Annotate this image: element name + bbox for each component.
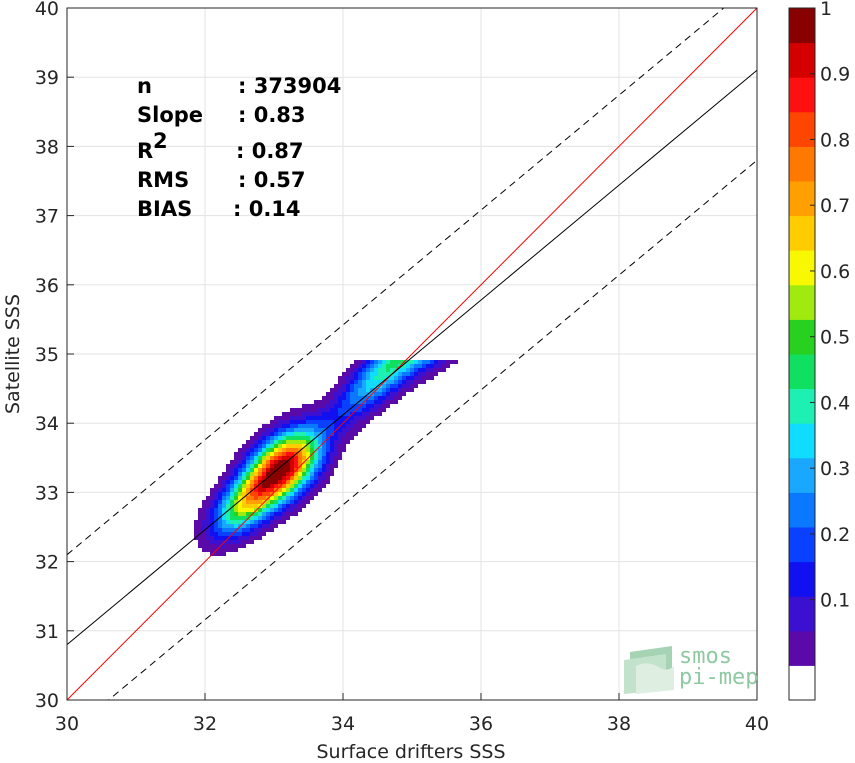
identity-line xyxy=(67,8,757,700)
colorbar-tick-label: 0.5 xyxy=(820,327,850,349)
colorbar-tick-label: 0.8 xyxy=(820,129,850,151)
stat-value: : 0.14 xyxy=(233,197,301,221)
colorbar-swatch xyxy=(789,181,815,217)
colorbar-swatch xyxy=(789,527,815,563)
stat-label: RMS xyxy=(137,168,189,192)
logo-line2: pi-mep xyxy=(679,665,758,690)
contour-fill xyxy=(262,460,290,488)
colorbar-swatch xyxy=(789,423,815,459)
stat-value: : 0.87 xyxy=(236,139,304,163)
regression-lines xyxy=(67,8,757,700)
colorbar-swatch xyxy=(789,284,815,320)
colorbar-swatch xyxy=(789,8,815,44)
x-tick-label: 40 xyxy=(745,713,769,735)
y-tick-label: 34 xyxy=(35,413,59,435)
lower-bound-line xyxy=(107,159,757,700)
logo-line1: smos xyxy=(679,644,732,669)
x-axis-label: Surface drifters SSS xyxy=(317,741,506,763)
stat-label: BIAS xyxy=(137,197,192,221)
colorbar-tick-label: 0.9 xyxy=(820,64,850,86)
colorbar-swatch xyxy=(789,146,815,182)
stat-value: : 0.57 xyxy=(238,168,306,192)
y-tick-label: 32 xyxy=(35,552,59,574)
y-tick-label: 37 xyxy=(35,206,59,228)
colorbar-tick-label: 0.3 xyxy=(820,458,850,480)
smos-pi-mep-logo: smos pi-mep xyxy=(624,644,758,694)
statistics-box: n : 373904 Slope : 0.83 R 2 : 0.87 RMS : 0.57 BIA… xyxy=(137,74,341,221)
stat-superscript: 2 xyxy=(153,129,168,153)
colorbar-swatch xyxy=(789,250,815,286)
y-tick-label: 31 xyxy=(35,621,59,643)
x-tick-label: 36 xyxy=(469,713,493,735)
y-tick-label: 39 xyxy=(35,67,59,89)
y-axis-ticks: 30 31 32 33 34 35 36 37 38 39 40 xyxy=(35,0,74,712)
colorbar-swatch xyxy=(789,492,815,528)
x-axis-ticks: 30 32 34 36 38 40 xyxy=(55,693,769,735)
colorbar-swatch xyxy=(789,42,815,78)
x-tick-label: 30 xyxy=(55,713,79,735)
colorbar-swatch xyxy=(789,388,815,424)
y-tick-label: 33 xyxy=(35,482,59,504)
y-axis-label: Satellite SSS xyxy=(2,294,24,414)
stat-value: : 0.83 xyxy=(238,103,306,127)
y-tick-label: 40 xyxy=(35,0,59,20)
colorbar-swatch xyxy=(789,215,815,251)
y-tick-label: 30 xyxy=(35,690,59,712)
colorbar-swatch xyxy=(789,665,815,701)
y-tick-label: 38 xyxy=(35,136,59,158)
colorbar-tick-label: 0.1 xyxy=(820,590,850,612)
colorbar-swatch xyxy=(789,457,815,493)
colorbar-tick-label: 1 xyxy=(820,0,832,20)
y-tick-label: 35 xyxy=(35,344,59,366)
logo-wave-icon xyxy=(624,646,674,694)
colorbar-tick-label: 0.4 xyxy=(820,392,850,414)
colorbar-swatch xyxy=(789,630,815,666)
colorbar-tick-label: 0.6 xyxy=(820,261,850,283)
y-tick-label: 36 xyxy=(35,275,59,297)
stat-label: n xyxy=(137,74,152,98)
colorbar-swatch xyxy=(789,561,815,597)
colorbar-swatch xyxy=(789,111,815,147)
colorbar-swatch xyxy=(789,77,815,113)
colorbar: 0.1 0.2 0.3 0.4 0.5 0.6 0.7 0.8 0.9 1 xyxy=(788,0,850,701)
x-tick-label: 38 xyxy=(607,713,631,735)
x-tick-label: 32 xyxy=(193,713,217,735)
colorbar-tick-label: 0.2 xyxy=(820,524,850,546)
stat-label: Slope xyxy=(137,103,203,127)
x-tick-label: 34 xyxy=(331,713,355,735)
colorbar-tick-label: 0.7 xyxy=(820,195,850,217)
grid xyxy=(67,8,757,700)
stat-label: R xyxy=(137,139,153,163)
colorbar-swatch xyxy=(789,354,815,390)
upper-bound-line xyxy=(67,8,725,556)
colorbar-frame xyxy=(788,7,816,701)
contour-level-19 xyxy=(262,460,290,488)
fit-line xyxy=(67,69,757,646)
stat-value: : 373904 xyxy=(238,74,341,98)
colorbar-swatch xyxy=(789,596,815,632)
